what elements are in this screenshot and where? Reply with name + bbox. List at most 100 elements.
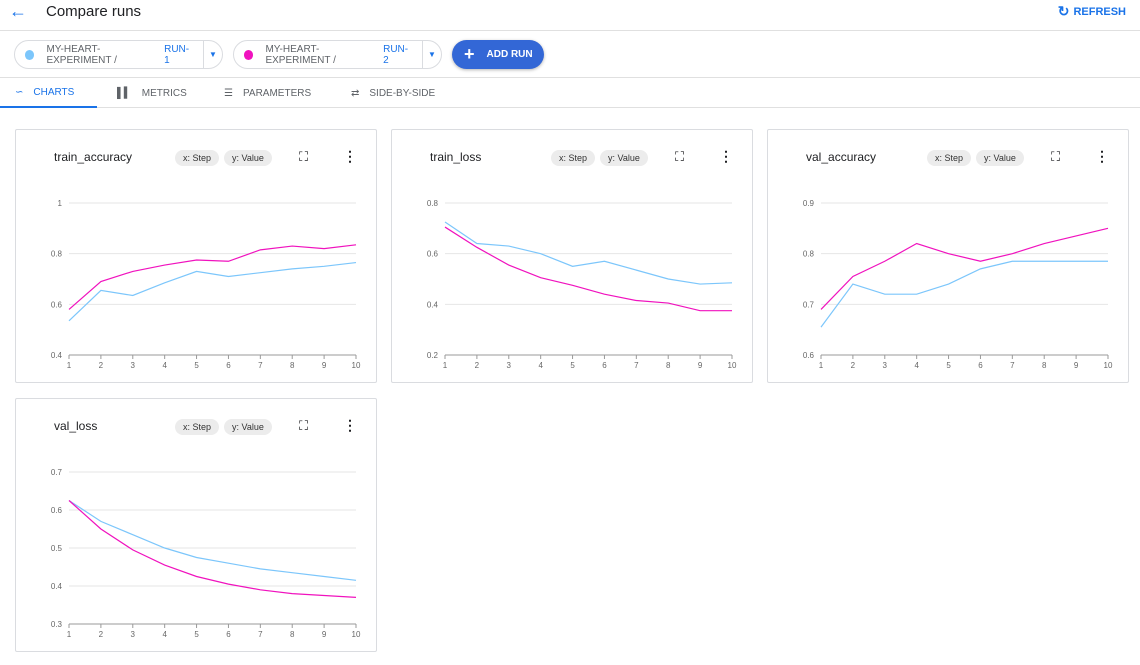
fullscreen-icon[interactable]: ⛶ [1051,149,1061,164]
x-tick-label: 3 [883,361,888,370]
y-axis-chip[interactable]: y: Value [224,419,272,435]
y-tick-label: 0.6 [51,300,63,309]
y-tick-label: 0.6 [427,250,439,259]
x-tick-label: 10 [1104,361,1113,370]
dropdown-icon[interactable]: ▼ [203,41,222,68]
series-line-run-2 [68,244,357,310]
tab-metrics[interactable]: ▌▍ METRICS [117,78,187,108]
x-tick-label: 1 [819,361,824,370]
x-tick-label: 3 [131,361,136,370]
y-tick-label: 0.5 [51,544,63,553]
tab-side-by-side[interactable]: ⇄ SIDE-BY-SIDE [351,78,435,108]
chart-card-train_accuracy: train_accuracy x: Step y: Value ⛶ ⋮ 0.4 0.… [15,129,377,383]
x-tick-label: 7 [1010,361,1015,370]
chart-title: train_accuracy [54,150,133,164]
refresh-button[interactable]: ↻ REFRESH [1058,3,1126,20]
line-chart: 0.3 0.4 0.5 0.6 0.7 1 2 3 4 5 6 7 8 9 10 [51,468,361,639]
x-tick-label: 6 [226,630,231,639]
x-tick-label: 9 [1074,361,1079,370]
tab-charts[interactable]: ∽ CHARTS [0,78,97,108]
x-tick-label: 8 [666,361,671,370]
y-tick-label: 0.7 [803,300,815,309]
y-axis-chip[interactable]: y: Value [224,150,272,166]
refresh-icon: ↻ [1057,3,1070,19]
run-selector-2[interactable]: MY-HEART-EXPERIMENT / RUN-2 ▼ [233,40,442,69]
add-run-button[interactable]: + ADD RUN [452,40,544,69]
y-axis-chip[interactable]: y: Value [976,150,1024,166]
back-arrow-icon[interactable]: ← [9,1,27,21]
x-tick-label: 4 [538,361,543,370]
tab-bar: ∽ CHARTS ▌▍ METRICS ☰ PARAMETERS ⇄ SIDE-BY-S… [0,78,1140,108]
y-tick-label: 0.4 [427,300,439,309]
y-tick-label: 0.3 [51,620,63,629]
more-vert-icon[interactable]: ⋮ [1095,148,1109,164]
fullscreen-icon[interactable]: ⛶ [299,418,309,433]
y-tick-label: 0.8 [51,250,63,259]
x-tick-label: 5 [946,361,951,370]
x-tick-label: 1 [443,361,448,370]
y-tick-label: 0.4 [51,351,63,360]
refresh-label: REFRESH [1073,5,1126,18]
chart-card-val_loss: val_loss x: Step y: Value ⛶ ⋮ 0.3 0.4 0.5 0.… [15,398,377,652]
run-name: RUN-2 [383,43,409,66]
series-line-run-2 [68,500,357,598]
y-tick-label: 0.8 [427,199,439,208]
fullscreen-icon[interactable]: ⛶ [675,149,685,164]
line-chart: 0.2 0.4 0.6 0.8 1 2 3 4 5 6 7 8 9 10 [427,199,737,370]
run-name: RUN-1 [164,43,190,66]
x-axis-chip[interactable]: x: Step [175,419,220,435]
y-tick-label: 0.6 [803,351,815,360]
series-line-run-1 [820,260,1108,328]
x-tick-label: 1 [67,361,72,370]
y-tick-label: 0.8 [803,250,815,259]
x-tick-label: 4 [162,630,167,639]
x-tick-label: 6 [602,361,607,370]
x-tick-label: 9 [322,361,327,370]
y-axis-chip[interactable]: y: Value [600,150,648,166]
y-tick-label: 0.6 [51,506,63,515]
x-tick-label: 5 [194,361,199,370]
chart-title: train_loss [430,150,482,164]
x-tick-label: 3 [131,630,136,639]
x-tick-label: 5 [194,630,199,639]
top-bar: ← Compare runs ↻ REFRESH [0,0,1140,31]
compare-arrows-icon: ⇄ [351,87,360,99]
x-tick-label: 3 [507,361,512,370]
x-tick-label: 9 [322,630,327,639]
x-tick-label: 9 [698,361,703,370]
x-axis-chip[interactable]: x: Step [175,150,220,166]
more-vert-icon[interactable]: ⋮ [719,148,733,164]
chart-card-train_loss: train_loss x: Step y: Value ⛶ ⋮ 0.2 0.4 0.6… [391,129,753,383]
y-tick-label: 0.9 [803,199,815,208]
fullscreen-icon[interactable]: ⛶ [299,149,309,164]
y-tick-label: 0.7 [51,468,63,477]
x-tick-label: 4 [162,361,167,370]
chart-title: val_loss [54,419,98,433]
tab-label: METRICS [141,87,187,99]
run-selector-bar: MY-HEART-EXPERIMENT / RUN-1 ▼ MY-HEART-E… [0,31,1140,78]
x-tick-label: 2 [851,361,856,370]
x-axis-chip[interactable]: x: Step [551,150,596,166]
x-axis-chip[interactable]: x: Step [927,150,972,166]
x-tick-label: 10 [728,361,737,370]
series-line-run-1 [68,261,357,322]
x-tick-label: 2 [475,361,480,370]
run-selector-1[interactable]: MY-HEART-EXPERIMENT / RUN-1 ▼ [14,40,223,69]
x-tick-label: 7 [634,361,639,370]
x-tick-label: 10 [352,630,361,639]
x-tick-label: 8 [1042,361,1047,370]
tab-parameters[interactable]: ☰ PARAMETERS [224,78,311,108]
y-tick-label: 0.4 [51,582,63,591]
line-chart: 0.6 0.7 0.8 0.9 1 2 3 4 5 6 7 8 9 10 [803,199,1113,370]
series-line-run-1 [68,499,357,581]
series-line-run-1 [444,221,733,285]
tab-label: CHARTS [33,86,75,98]
run-color-dot [25,49,35,60]
more-vert-icon[interactable]: ⋮ [343,417,357,433]
dropdown-icon[interactable]: ▼ [422,41,441,68]
line-chart-icon: ∽ [15,86,24,98]
more-vert-icon[interactable]: ⋮ [343,148,357,164]
x-tick-label: 2 [99,630,104,639]
x-tick-label: 7 [258,361,263,370]
x-tick-label: 6 [226,361,231,370]
